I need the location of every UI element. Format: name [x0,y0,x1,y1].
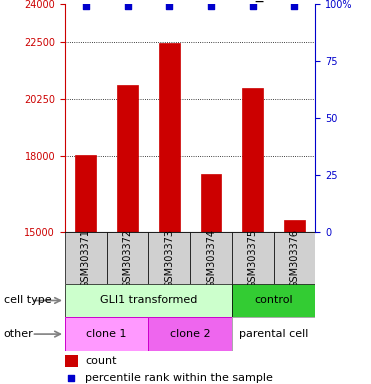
Bar [148,317,232,351]
Point [166,3,172,9]
Bar [159,43,180,232]
Bar [107,232,148,284]
Bar [148,232,190,284]
Bar [273,232,315,284]
Text: clone 1: clone 1 [86,329,127,339]
Bar [65,232,107,284]
Text: GSM303375: GSM303375 [248,229,258,288]
Bar [65,284,232,317]
Bar [65,317,148,351]
Bar [284,220,305,232]
Text: GLI1 transformed: GLI1 transformed [100,295,197,306]
Bar [65,355,78,367]
Point [69,375,75,381]
Text: control: control [254,295,293,306]
Point [83,3,89,9]
Point [208,3,214,9]
Text: other: other [4,329,33,339]
Text: clone 2: clone 2 [170,329,210,339]
Text: GSM303376: GSM303376 [289,229,299,288]
Bar [201,174,221,232]
Text: GSM303371: GSM303371 [81,229,91,288]
Point [125,3,131,9]
Point [250,3,256,9]
Text: count: count [85,356,117,366]
Point [292,3,298,9]
Bar [75,155,96,232]
Bar [232,232,273,284]
Text: parental cell: parental cell [239,329,308,339]
Text: GSM303373: GSM303373 [164,229,174,288]
Bar [232,284,315,317]
Text: GSM303374: GSM303374 [206,229,216,288]
Text: cell type: cell type [4,295,51,306]
Bar [190,232,232,284]
Bar [242,88,263,232]
Bar [117,85,138,232]
Bar [232,317,315,351]
Text: percentile rank within the sample: percentile rank within the sample [85,373,273,383]
Text: GSM303372: GSM303372 [122,229,132,288]
Title: GDS3550 / 1383965_at: GDS3550 / 1383965_at [101,0,279,2]
